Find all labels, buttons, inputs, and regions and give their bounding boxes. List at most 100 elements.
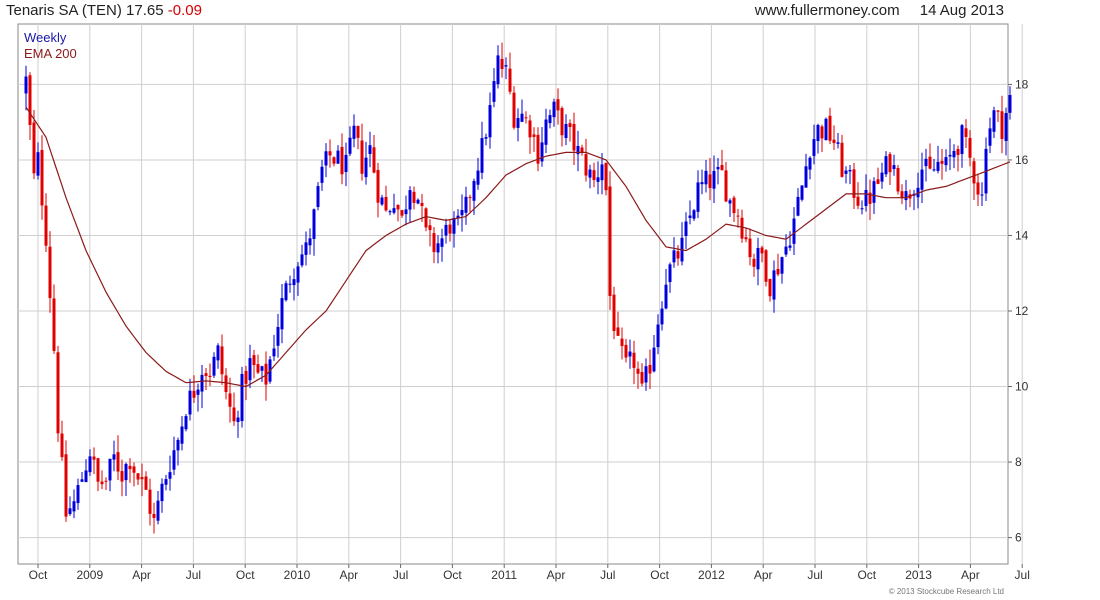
candle-body xyxy=(808,157,812,170)
candle-body xyxy=(752,258,756,267)
candle-body xyxy=(868,192,872,204)
candle-body xyxy=(788,245,792,248)
candle-body xyxy=(900,191,904,199)
candle-body xyxy=(364,157,368,178)
candle-body xyxy=(880,172,884,182)
candle-body xyxy=(196,389,200,395)
candle-body xyxy=(904,191,908,201)
candle-body xyxy=(24,76,28,94)
candle-body xyxy=(756,247,760,270)
x-tick-label: Oct xyxy=(650,568,669,582)
candle-body xyxy=(652,347,656,372)
candle-body xyxy=(324,151,328,166)
candle-body xyxy=(732,197,736,214)
candle-body xyxy=(1000,111,1004,139)
candle-body xyxy=(28,75,32,125)
legend-weekly: Weekly xyxy=(24,30,67,45)
candle-body xyxy=(440,238,444,247)
x-axis-ticks: Oct 2009 Apr Jul Oct 2010 Apr Jul Oct 2011 Apr Jul O… xyxy=(29,564,1030,582)
candle-body xyxy=(80,479,84,482)
candle-body xyxy=(604,162,608,191)
candle-body xyxy=(632,352,636,368)
candle-body xyxy=(352,125,356,139)
candle-body xyxy=(720,165,724,171)
candle-body xyxy=(220,346,224,375)
candle-body xyxy=(744,237,748,240)
candle-body xyxy=(660,308,664,325)
candle-body xyxy=(180,426,184,444)
candle-body xyxy=(444,224,448,236)
candle-body xyxy=(456,215,460,219)
candle-body xyxy=(208,375,212,378)
candle-body xyxy=(600,164,604,181)
candle-body xyxy=(956,149,960,155)
candle-body xyxy=(728,200,732,204)
candle-body xyxy=(212,356,216,376)
candle-body xyxy=(476,170,480,185)
candle-body xyxy=(368,145,372,154)
candle-body xyxy=(692,210,696,219)
candle-body xyxy=(592,170,596,181)
candle-body xyxy=(320,166,324,183)
instrument-change: -0.09 xyxy=(167,2,202,19)
candle-body xyxy=(776,268,780,275)
x-tick-label: Jul xyxy=(600,568,615,582)
candle-body xyxy=(316,186,320,208)
candle-body xyxy=(344,154,348,173)
candle-body xyxy=(636,368,640,374)
candle-body xyxy=(408,190,412,210)
candle-body xyxy=(612,294,616,331)
x-tick-label: 2010 xyxy=(284,568,311,582)
x-tick-label: 2013 xyxy=(905,568,932,582)
candle-body xyxy=(860,208,864,210)
candle-body xyxy=(800,185,804,200)
candle-body xyxy=(668,264,672,283)
candle-body xyxy=(648,364,652,374)
y-tick-label: 14 xyxy=(1015,228,1029,242)
candle-body xyxy=(404,209,408,215)
candle-body xyxy=(88,456,92,473)
candle-body xyxy=(240,373,244,422)
candle-body xyxy=(804,166,808,188)
candle-body xyxy=(916,187,920,198)
candle-body xyxy=(304,242,308,255)
x-tick-label: Apr xyxy=(961,568,980,582)
candle-body xyxy=(432,233,436,253)
candle-body xyxy=(704,170,708,185)
candle-body xyxy=(932,169,936,171)
candle-body xyxy=(884,156,888,175)
candle-body xyxy=(400,210,404,216)
x-tick-label: Apr xyxy=(547,568,566,582)
candle-body xyxy=(712,171,716,189)
candle-body xyxy=(836,142,840,144)
candle-body xyxy=(144,476,148,490)
candle-body xyxy=(356,126,360,138)
chart-header: Tenaris SA (TEN) 17.65 -0.09 www.fullerm… xyxy=(0,0,1100,22)
candle-body xyxy=(136,473,140,480)
x-tick-label: 2009 xyxy=(76,568,103,582)
candle-body xyxy=(108,458,112,481)
candle-body xyxy=(564,123,568,139)
candle-body xyxy=(816,124,820,142)
candlesticks xyxy=(24,42,1012,534)
candle-body xyxy=(348,137,352,154)
candle-body xyxy=(656,324,660,348)
candle-body xyxy=(308,238,312,246)
candle-body xyxy=(948,154,952,157)
candle-body xyxy=(140,477,144,480)
candle-body xyxy=(168,472,172,479)
candle-body xyxy=(128,465,132,470)
candle-body xyxy=(772,270,776,300)
ema-200-line xyxy=(25,106,1011,388)
candle-body xyxy=(516,118,520,128)
candle-body xyxy=(48,246,52,298)
y-tick-label: 18 xyxy=(1015,77,1029,91)
y-tick-label: 8 xyxy=(1015,455,1022,469)
candle-body xyxy=(284,283,288,301)
x-tick-label: Oct xyxy=(443,568,462,582)
candle-body xyxy=(312,209,316,239)
candle-body xyxy=(624,344,628,358)
candle-body xyxy=(296,266,300,283)
candle-body xyxy=(156,500,160,521)
